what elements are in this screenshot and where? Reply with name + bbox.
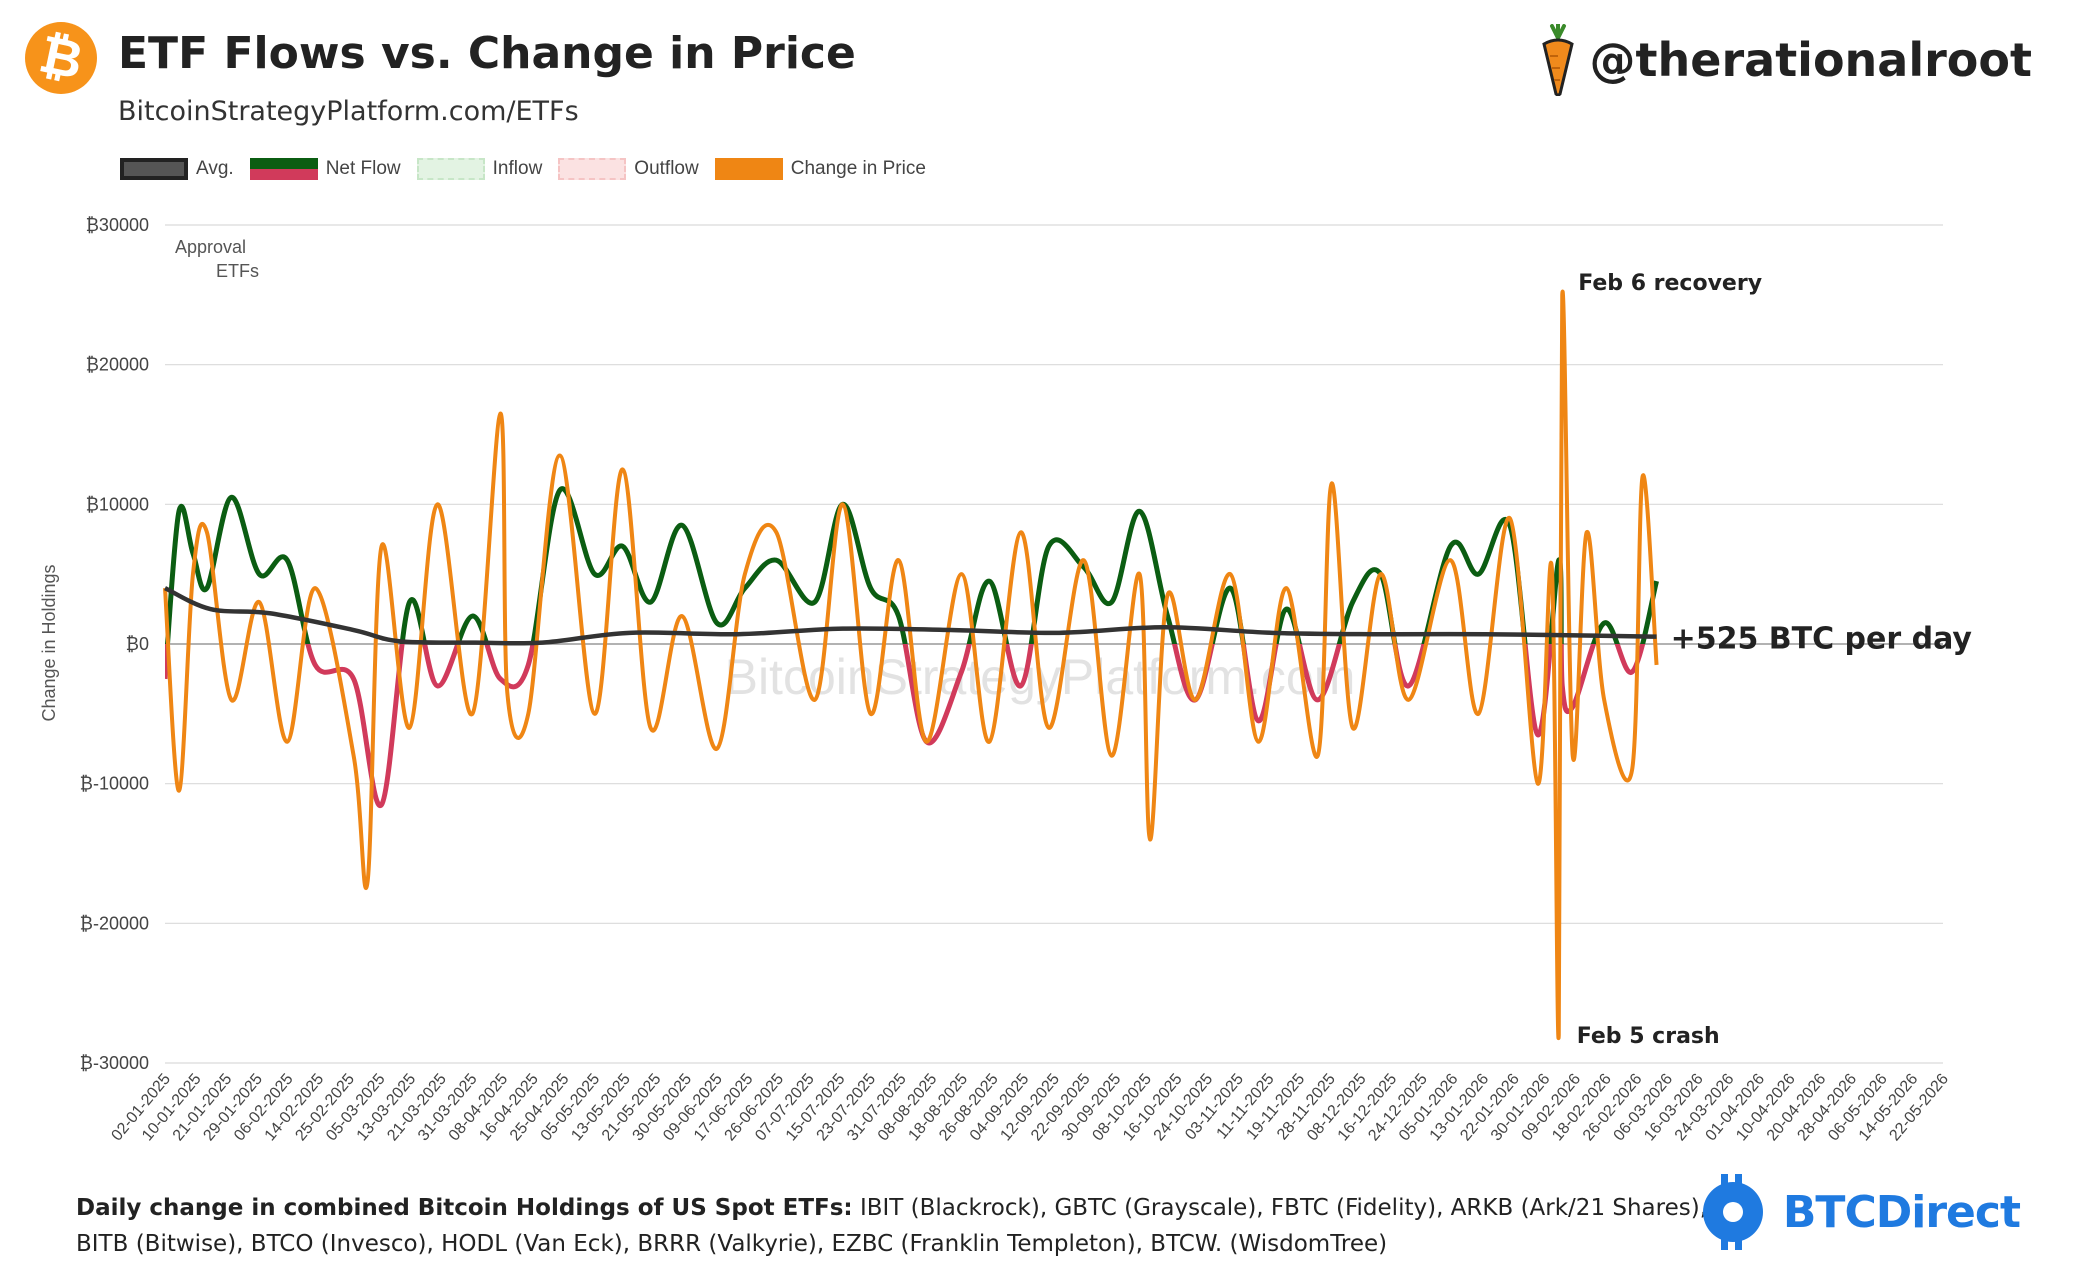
chart-footnote: Daily change in combined Bitcoin Holding… <box>76 1190 1716 1262</box>
legend-item-avg[interactable]: Avg. <box>120 158 234 180</box>
y-tick-label: ₿0 <box>126 634 149 654</box>
page-title: ETF Flows vs. Change in Price <box>118 28 856 79</box>
y-tick-label: ₿-30000 <box>80 1053 149 1073</box>
net-flow-line-positive <box>165 486 1659 644</box>
footnote-bold: Daily change in combined Bitcoin Holding… <box>76 1195 853 1221</box>
y-axis-label: Change in Holdings <box>39 564 59 721</box>
y-tick-label: ₿-20000 <box>80 913 149 933</box>
bitcoin-logo-icon: ₿ <box>25 22 97 94</box>
net-flow-line-negative <box>165 644 1646 808</box>
etf-flow-chart: BitcoinStrategyPlatform.com ₿30000₿20000… <box>39 215 1972 1145</box>
legend-swatch-avg <box>120 158 188 180</box>
grid-layer <box>165 224 1943 1064</box>
legend-item-change-in-price[interactable]: Change in Price <box>714 158 926 180</box>
btcdirect-logo-icon <box>1702 1174 1763 1250</box>
y-tick-label: ₿30000 <box>86 215 149 235</box>
avg-line <box>164 586 1657 646</box>
legend-swatch-net-flow <box>249 158 318 180</box>
btcdirect-brand[interactable]: BTCDirect <box>1697 1172 2021 1252</box>
y-tick-label: ₿20000 <box>86 355 149 375</box>
handle-text: @therationalroot <box>1589 33 2032 87</box>
legend-swatch-outflow <box>558 158 627 180</box>
carrot-icon <box>1541 24 1574 96</box>
legend-item-inflow[interactable]: Inflow <box>416 158 543 180</box>
chart-legend: Avg. Net Flow Inflow Outflow Change in P… <box>120 158 932 180</box>
legend-label-net-flow: Net Flow <box>325 158 401 179</box>
y-axis-ticks: ₿30000 ₿20000 ₿10000 ₿0 ₿-10000 ₿-20000 ₿-3000… <box>80 215 149 1073</box>
legend-label-change-in-price: Change in Price <box>790 158 926 179</box>
annotation-line: ETFs <box>216 261 259 281</box>
legend-item-outflow[interactable]: Outflow <box>558 158 699 180</box>
change-in-price-line <box>163 289 1659 1041</box>
annotation-feb5-crash: Feb 5 crash <box>1577 1024 1720 1049</box>
legend-swatch-change-in-price <box>714 158 783 180</box>
footnote-text: IBIT (Blackrock), GBTC (Grayscale), FBTC… <box>76 1195 1708 1257</box>
annotation-avg-per-day: +525 BTC per day <box>1671 622 1973 657</box>
series-layer <box>163 289 1659 1041</box>
legend-item-net-flow[interactable]: Net Flow <box>249 158 401 180</box>
annotation-feb6-recovery: Feb 6 recovery <box>1578 271 1762 296</box>
x-axis-ticks: 02-01-202510-01-202521-01-202529-01-2025… <box>108 1071 1952 1145</box>
page-subtitle: BitcoinStrategyPlatform.com/ETFs <box>118 96 579 127</box>
y-tick-label: ₿10000 <box>86 494 149 514</box>
legend-label-inflow: Inflow <box>492 158 543 179</box>
legend-label-avg: Avg. <box>196 158 234 179</box>
annotation-layer: Approval ETFs Feb 6 recovery Feb 5 crash +52… <box>175 237 1972 1049</box>
y-tick-label: ₿-10000 <box>80 774 149 794</box>
annotation-line: Approval <box>175 237 246 257</box>
legend-swatch-inflow <box>416 158 485 180</box>
annotation-approval: Approval ETFs <box>175 237 259 281</box>
author-handle[interactable]: @therationalroot <box>1538 24 2032 96</box>
brand-name: BTCDirect <box>1782 1186 2021 1238</box>
legend-label-outflow: Outflow <box>634 158 699 179</box>
